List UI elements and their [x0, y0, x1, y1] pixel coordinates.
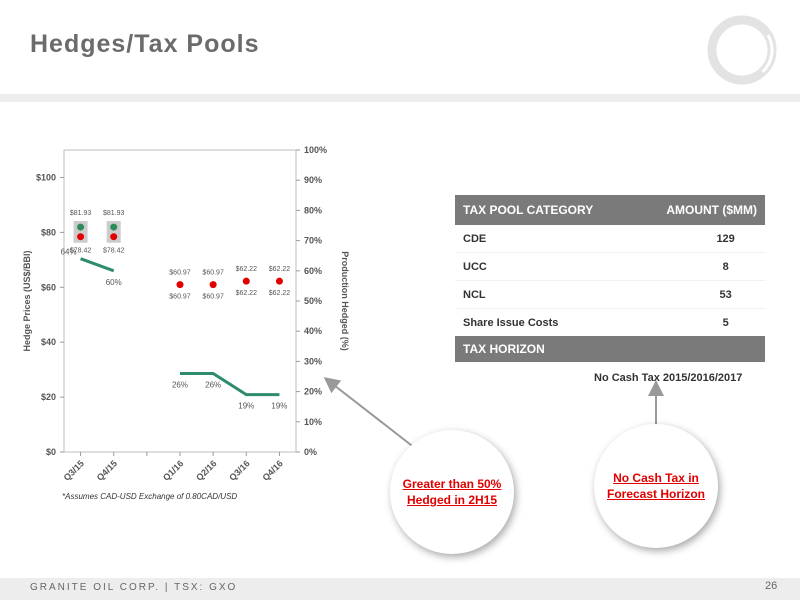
y-right-tick-label: 20%	[304, 387, 322, 397]
price-upper-label: $81.93	[103, 210, 125, 217]
hedged-data-label: 19%	[271, 402, 287, 411]
y-tick-label: $20	[41, 392, 56, 402]
y-tick-label: $60	[41, 282, 56, 292]
y-right-tick-label: 60%	[304, 266, 322, 276]
hedged-line	[80, 257, 115, 273]
header-amount: AMOUNT ($MM)	[634, 195, 765, 225]
plot-area	[63, 149, 297, 453]
callout-hedged-line2: Hedged in 2H15	[406, 493, 498, 507]
header-band	[0, 94, 800, 102]
y-right-tick-label: 90%	[304, 175, 322, 185]
price-upper-label: $60.97	[169, 270, 191, 277]
callout-tax-line1: No Cash Tax in	[613, 471, 699, 485]
y-right-tick-label: 30%	[304, 356, 322, 366]
y-right-tick-label: 80%	[304, 205, 322, 215]
page-number: 26	[765, 580, 778, 592]
price-point	[176, 281, 184, 289]
row-category: Share Issue Costs	[463, 316, 559, 329]
callout-hedged: Greater than 50% Hedged in 2H15	[390, 430, 514, 554]
price-point	[242, 277, 250, 285]
tax-pool-table: TAX POOL CATEGORY AMOUNT ($MM) CDE 129 U…	[455, 195, 765, 362]
footer-company: GRANITE OIL CORP. | TSX: GXO	[30, 582, 238, 593]
price-lower-label: $78.42	[103, 248, 125, 255]
price-upper-label: $62.22	[269, 266, 291, 273]
price-lower-point	[110, 233, 118, 241]
price-point	[209, 281, 217, 289]
x-tick-label: Q4/16	[260, 458, 284, 482]
row-category: NCL	[455, 280, 635, 309]
row-category: UCC	[455, 252, 635, 281]
x-tick-label: Q1/16	[161, 458, 185, 482]
callout-tax-line2: Forecast Horizon	[606, 487, 705, 501]
price-upper-point	[77, 223, 85, 231]
y-right-axis-label: Production Hedged (%)	[340, 251, 350, 351]
y-axis-label: Hedge Prices (US$/BBl)	[22, 250, 32, 351]
hedge-chart: $0 $20 $40 $60 $80 $100 0% 10% 20% 30% 40% 50% 60% 70…	[22, 145, 350, 483]
table-row: NCL 53	[455, 280, 765, 309]
price-upper-label: $81.93	[70, 210, 92, 217]
price-lower-label: $78.42	[70, 248, 92, 255]
y-tick-label: $100	[36, 172, 56, 182]
price-lower-label: $60.97	[169, 294, 191, 301]
price-range-box	[73, 221, 88, 243]
price-lower-label: $60.97	[202, 294, 224, 301]
y-right-tick-label: 10%	[304, 417, 322, 427]
tax-horizon-text: No Cash Tax 2015/2016/2017	[594, 372, 743, 384]
row-amount: 53	[634, 280, 765, 309]
hedged-data-label: 26%	[172, 380, 188, 389]
hedged-data-label: 64%	[61, 248, 77, 257]
price-lower-point	[77, 233, 85, 241]
row-amount: 8	[634, 252, 765, 281]
price-lower-label: $62.22	[269, 290, 291, 297]
callout-no-cash-tax: No Cash Tax in Forecast Horizon	[594, 424, 718, 548]
table-row: Share Issue Costs 5	[455, 309, 765, 337]
y-right-tick-label: 40%	[304, 326, 322, 336]
hedged-data-label: 60%	[106, 278, 122, 287]
tax-horizon-row: TAX HORIZON	[455, 336, 765, 362]
chart-footnote: *Assumes CAD-USD Exchange of 0.80CAD/USD	[62, 492, 238, 501]
price-point	[275, 277, 283, 285]
y-tick-label: $0	[46, 447, 56, 457]
price-upper-label: $60.97	[202, 270, 224, 277]
price-range-box	[106, 221, 121, 243]
y-right-tick-label: 70%	[304, 236, 322, 246]
tax-horizon-header: TAX HORIZON	[455, 336, 635, 362]
hedged-data-label: 26%	[205, 380, 221, 389]
price-lower-label: $62.22	[236, 290, 258, 297]
y-right-tick-label: 100%	[304, 145, 327, 155]
y-tick-label: $40	[41, 337, 56, 347]
page-title: Hedges/Tax Pools	[30, 30, 260, 58]
y-tick-label: $80	[41, 227, 56, 237]
hedged-line	[180, 371, 280, 397]
x-tick-label: Q3/16	[227, 458, 251, 482]
row-category: CDE	[455, 225, 635, 253]
footer-band	[0, 578, 800, 600]
row-amount: 5	[722, 316, 729, 329]
x-tick-label: Q4/15	[95, 458, 119, 482]
header-category: TAX POOL CATEGORY	[455, 195, 635, 225]
x-tick-label: Q2/16	[194, 458, 218, 482]
row-amount: 129	[634, 225, 765, 253]
table-row: CDE 129	[455, 225, 765, 253]
hedged-data-label: 19%	[238, 402, 254, 411]
x-tick-label: Q3/15	[62, 458, 86, 482]
callout-hedged-line1: Greater than 50%	[402, 477, 502, 491]
price-upper-label: $62.22	[236, 266, 258, 273]
ring-logo-icon	[707, 15, 777, 85]
y-right-tick-label: 0%	[304, 447, 317, 457]
price-upper-point	[110, 223, 118, 231]
tax-horizon-blank	[634, 336, 765, 362]
y-right-tick-label: 50%	[304, 296, 322, 306]
table-row: UCC 8	[455, 252, 765, 281]
